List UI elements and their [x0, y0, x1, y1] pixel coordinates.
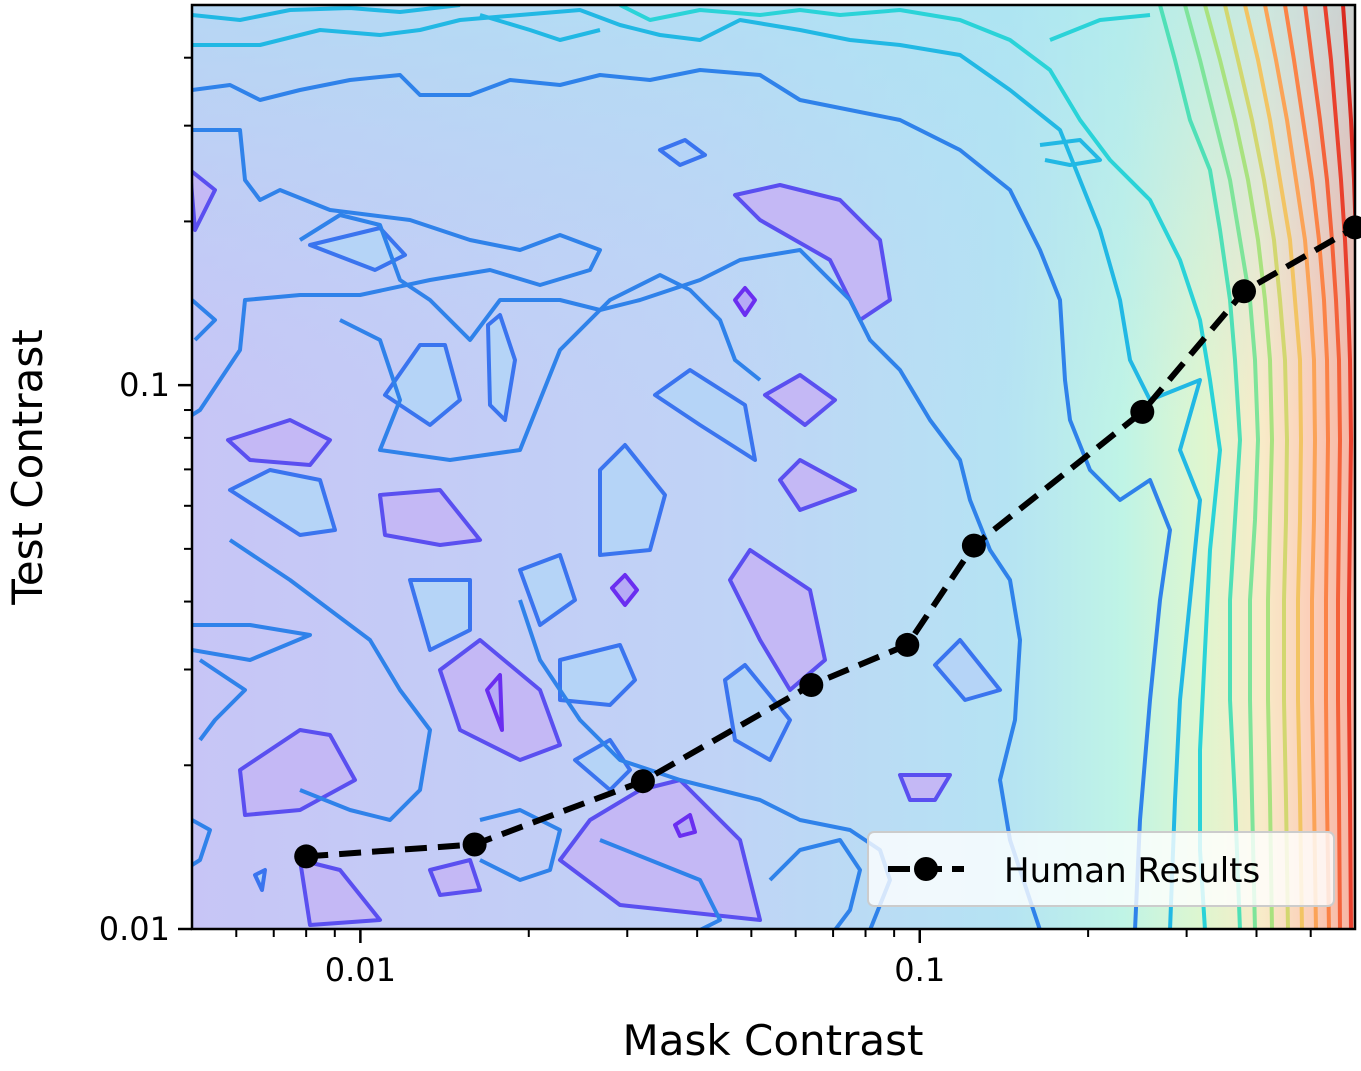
legend-marker-swatch [914, 857, 938, 881]
y-axis: 0.01 0.1 [99, 56, 192, 948]
contour-lines [192, 5, 1355, 929]
human-results-point [1343, 215, 1361, 240]
x-axis-label: Mask Contrast [623, 1016, 924, 1065]
legend-box [867, 831, 1335, 907]
legend: Human Results [867, 831, 1335, 907]
human-results-point [462, 832, 487, 857]
human-results-point [961, 533, 986, 558]
human-results-point [294, 844, 319, 869]
human-results-point [895, 632, 920, 657]
legend-label: Human Results [1004, 851, 1260, 891]
contour-background-top-shade [192, 5, 1355, 929]
x-axis: 0.01 0.1 [235, 929, 1312, 989]
human-results-point [1130, 399, 1155, 424]
y-tick-label: 0.1 [119, 366, 170, 404]
human-results-point [799, 673, 824, 697]
human-results-series [294, 215, 1361, 869]
y-tick-label: 0.01 [99, 910, 170, 948]
human-results-point [630, 769, 655, 794]
x-tick-label: 0.1 [894, 951, 945, 989]
x-tick-label: 0.01 [325, 951, 396, 989]
plot-frame [190, 3, 1357, 931]
human-results-point [1232, 279, 1256, 304]
y-axis-label: Test Contrast [3, 329, 52, 606]
